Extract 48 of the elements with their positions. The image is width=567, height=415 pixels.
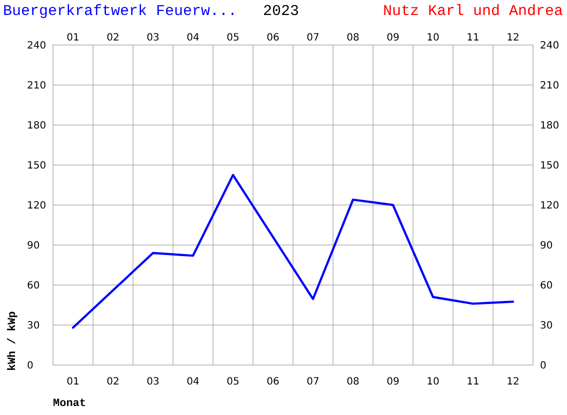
y2-tick-label: 240 [540,40,560,52]
x-tick-label: 09 [386,32,400,44]
y2-tick-label: 90 [540,240,553,252]
category-label: 12 [506,376,520,388]
line-series [72,174,514,329]
category-label: 08 [346,376,360,388]
y2-tick-label: 210 [540,80,560,92]
y-tick-label: 150 [27,160,46,172]
category-label: 05 [226,376,240,388]
category-label: 07 [306,376,320,388]
x-tick-label: 10 [426,32,440,44]
y-tick-label: 60 [27,280,40,292]
x-tick-label: 11 [466,32,480,44]
x-axis-title: Monat [53,398,86,410]
y2-tick-label: 30 [540,320,553,332]
y-tick-label: 30 [27,320,40,332]
y-tick-label: 210 [27,80,46,92]
y-axis-title: kWh / kWp [7,310,19,371]
y-tick-label: 240 [27,40,46,52]
y-tick-label: 120 [27,200,46,212]
x-tick-label: 02 [106,32,120,44]
y-tick-label: 90 [27,240,40,252]
category-label: 04 [186,376,200,388]
category-label: 06 [266,376,280,388]
category-label: 02 [106,376,120,388]
y2-tick-label: 0 [540,360,546,372]
x-tick-label: 08 [346,32,360,44]
category-label: 09 [386,376,400,388]
category-label: 10 [426,376,440,388]
category-label: 11 [466,376,480,388]
y-tick-label: 180 [27,120,46,132]
x-tick-label: 01 [66,32,80,44]
x-tick-label: 06 [266,32,280,44]
y2-tick-label: 60 [540,280,553,292]
x-tick-label: 12 [506,32,520,44]
x-tick-label: 05 [226,32,240,44]
category-label: 01 [66,376,80,388]
y2-tick-label: 150 [540,160,560,172]
chart-title: Buergerkraftwerk Feuerw... [3,3,238,20]
x-tick-label: 03 [146,32,160,44]
y2-tick-label: 180 [540,120,560,132]
x-tick-label: 04 [186,32,200,44]
x-tick-label: 07 [306,32,320,44]
y2-tick-label: 120 [540,200,560,212]
y-tick-label: 0 [27,360,34,372]
category-label: 03 [146,376,160,388]
text: Nutz Karl und Andrea [382,3,563,20]
chart-subtitle: 2023 [262,3,300,20]
